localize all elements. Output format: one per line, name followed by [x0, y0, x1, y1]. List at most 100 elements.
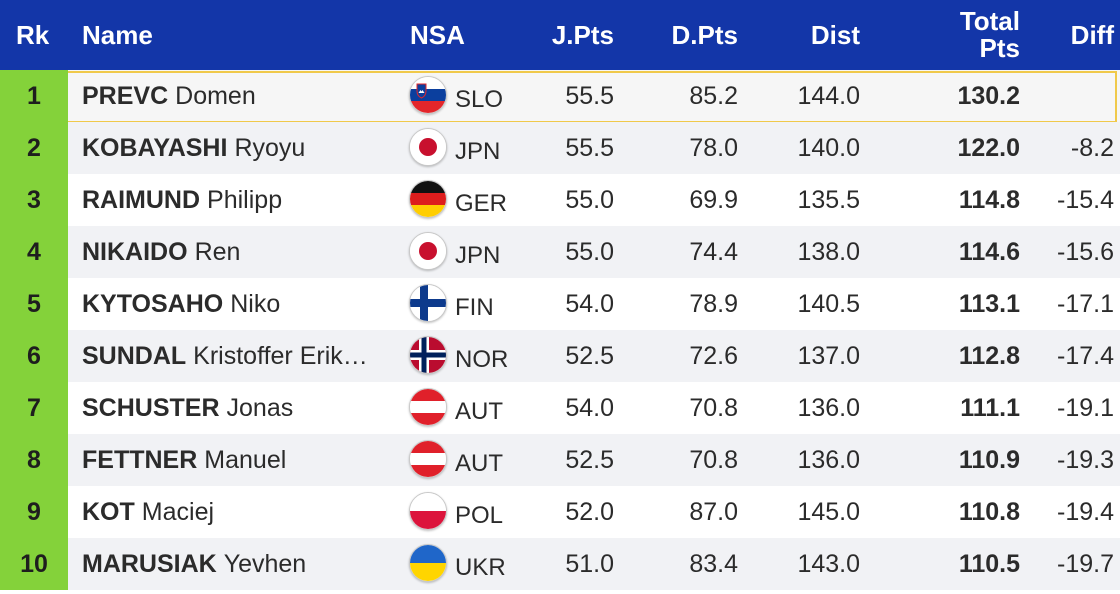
- distance-points: 72.6: [689, 341, 738, 370]
- athlete-first-name: Yevhen: [223, 549, 307, 578]
- table-row[interactable]: 9 KOT Maciej POL 52.0 87.0 145.0 110.8 -19.4: [0, 486, 1120, 538]
- athlete-last-name: SCHUSTER: [82, 393, 220, 422]
- total-points: 112.8: [958, 341, 1020, 370]
- judge-points: 52.0: [565, 497, 614, 526]
- athlete-first-name: Manuel: [204, 445, 287, 474]
- judge-points: 55.0: [565, 237, 614, 266]
- table-row[interactable]: 8 FETTNER Manuel AUT 52.5 70.8 136.0 110.9 -19.3: [0, 434, 1120, 486]
- distance: 135.5: [797, 185, 860, 214]
- header-judge-points[interactable]: J.Pts: [551, 19, 614, 50]
- distance-points: 85.2: [689, 81, 738, 110]
- table-row[interactable]: 4 NIKAIDO Ren JPN 55.0 74.4 138.0 114.6 -15.6: [0, 226, 1120, 278]
- distance: 136.0: [797, 393, 860, 422]
- athlete-first-name: Jonas: [226, 393, 294, 422]
- table-row[interactable]: 3 RAIMUND Philipp GER 55.0 69.9 135.5 114.8 -15.…: [0, 174, 1120, 226]
- distance: 138.0: [797, 237, 860, 266]
- header-total-points[interactable]: Total Pts: [920, 0, 1020, 70]
- distance: 137.0: [797, 341, 860, 370]
- table-row[interactable]: 1 PREVC Domen SLO 55.5 85.2 144.0 130.2: [0, 70, 1120, 123]
- athlete-first-name: Ryoyu: [234, 133, 306, 162]
- finland-flag-icon: [409, 284, 447, 322]
- athlete-name[interactable]: MARUSIAK Yevhen: [82, 538, 394, 590]
- austria-flag-icon: [409, 388, 447, 426]
- athlete-first-name: Maciej: [141, 497, 215, 526]
- distance-points: 83.4: [689, 549, 738, 578]
- rank-cell: 8: [0, 434, 68, 486]
- judge-points: 52.5: [565, 445, 614, 474]
- distance-points: 70.8: [689, 445, 738, 474]
- judge-points: 52.5: [565, 341, 614, 370]
- judge-points: 54.0: [565, 393, 614, 422]
- ukraine-flag-icon: [409, 544, 447, 582]
- difference: -8.2: [1070, 133, 1114, 162]
- nsa-code: JPN: [455, 138, 501, 165]
- total-points: 114.6: [958, 237, 1020, 266]
- poland-flag-icon: [409, 492, 447, 530]
- header-total-line1: Total: [959, 6, 1020, 36]
- rank-cell: 5: [0, 278, 68, 330]
- difference: -17.4: [1057, 341, 1114, 370]
- rank-cell: 4: [0, 226, 68, 278]
- athlete-name[interactable]: SCHUSTER Jonas: [82, 382, 394, 434]
- header-rank[interactable]: Rk: [16, 19, 50, 50]
- athlete-last-name: RAIMUND: [82, 185, 201, 214]
- distance: 136.0: [797, 445, 860, 474]
- athlete-name[interactable]: KYTOSAHO Niko: [82, 278, 394, 330]
- table-row[interactable]: 5 KYTOSAHO Niko FIN 54.0 78.9 140.5 113.1 -17.1: [0, 278, 1120, 330]
- germany-flag-icon: [409, 180, 447, 218]
- norway-flag-icon: [409, 336, 447, 374]
- table-body: 1 PREVC Domen SLO 55.5 85.2 144.0 130.2 2 KOBAYAS…: [0, 70, 1120, 590]
- rank-cell: 1: [0, 70, 68, 122]
- total-points: 110.9: [958, 445, 1020, 474]
- header-distance-points[interactable]: D.Pts: [671, 19, 738, 50]
- distance-points: 74.4: [689, 237, 738, 266]
- athlete-name[interactable]: PREVC Domen: [82, 70, 394, 122]
- total-points: 122.0: [957, 133, 1020, 162]
- table-row[interactable]: 2 KOBAYASHI Ryoyu JPN 55.5 78.0 140.0 122.0 -8.2: [0, 122, 1120, 174]
- nsa-code: GER: [455, 190, 508, 217]
- athlete-first-name: Ren: [194, 237, 241, 266]
- rank-cell: 6: [0, 330, 68, 382]
- judge-points: 55.5: [565, 81, 614, 110]
- athlete-name[interactable]: RAIMUND Philipp: [82, 174, 394, 226]
- athlete-first-name: Philipp: [207, 185, 283, 214]
- athlete-first-name: Kristoffer Erik…: [193, 341, 368, 370]
- athlete-last-name: KYTOSAHO: [82, 289, 224, 318]
- total-points: 111.1: [960, 393, 1020, 422]
- distance-points: 69.9: [689, 185, 738, 214]
- distance: 140.0: [797, 133, 860, 162]
- table-row[interactable]: 10 MARUSIAK Yevhen UKR 51.0 83.4 143.0 110.5 -19…: [0, 538, 1120, 590]
- nsa-code: JPN: [455, 242, 501, 269]
- athlete-last-name: FETTNER: [82, 445, 198, 474]
- difference: -19.1: [1057, 393, 1114, 422]
- header-total-line2: Pts: [979, 33, 1020, 63]
- table-row[interactable]: 7 SCHUSTER Jonas AUT 54.0 70.8 136.0 111.1 -19.1: [0, 382, 1120, 434]
- rank-cell: 7: [0, 382, 68, 434]
- distance-points: 87.0: [689, 497, 738, 526]
- judge-points: 55.5: [565, 133, 614, 162]
- difference: [1040, 70, 1114, 122]
- athlete-last-name: KOT: [82, 497, 135, 526]
- total-points: 110.5: [958, 549, 1020, 578]
- athlete-name[interactable]: SUNDAL Kristoffer Erik…: [82, 330, 394, 382]
- nsa-code: UKR: [455, 554, 506, 581]
- athlete-first-name: Niko: [230, 289, 281, 318]
- athlete-name[interactable]: NIKAIDO Ren: [82, 226, 394, 278]
- table-header: Rk Name NSA J.Pts D.Pts Dist Total Pts Di…: [0, 0, 1120, 70]
- japan-flag-icon: [409, 232, 447, 270]
- table-row[interactable]: 6 SUNDAL Kristoffer Erik… NOR 52.5 72.6 137.0 1…: [0, 330, 1120, 382]
- header-name[interactable]: Name: [82, 19, 153, 50]
- total-points: 110.8: [958, 497, 1020, 526]
- athlete-name[interactable]: FETTNER Manuel: [82, 434, 394, 486]
- header-distance[interactable]: Dist: [810, 19, 860, 50]
- difference: -17.1: [1057, 289, 1114, 318]
- nsa-code: POL: [455, 502, 504, 529]
- header-difference[interactable]: Diff: [1070, 19, 1114, 50]
- athlete-name[interactable]: KOBAYASHI Ryoyu: [82, 122, 394, 174]
- athlete-name[interactable]: KOT Maciej: [82, 486, 394, 538]
- judge-points: 55.0: [565, 185, 614, 214]
- header-nsa[interactable]: NSA: [410, 19, 465, 50]
- athlete-last-name: PREVC: [82, 81, 169, 110]
- athlete-last-name: MARUSIAK: [82, 549, 217, 578]
